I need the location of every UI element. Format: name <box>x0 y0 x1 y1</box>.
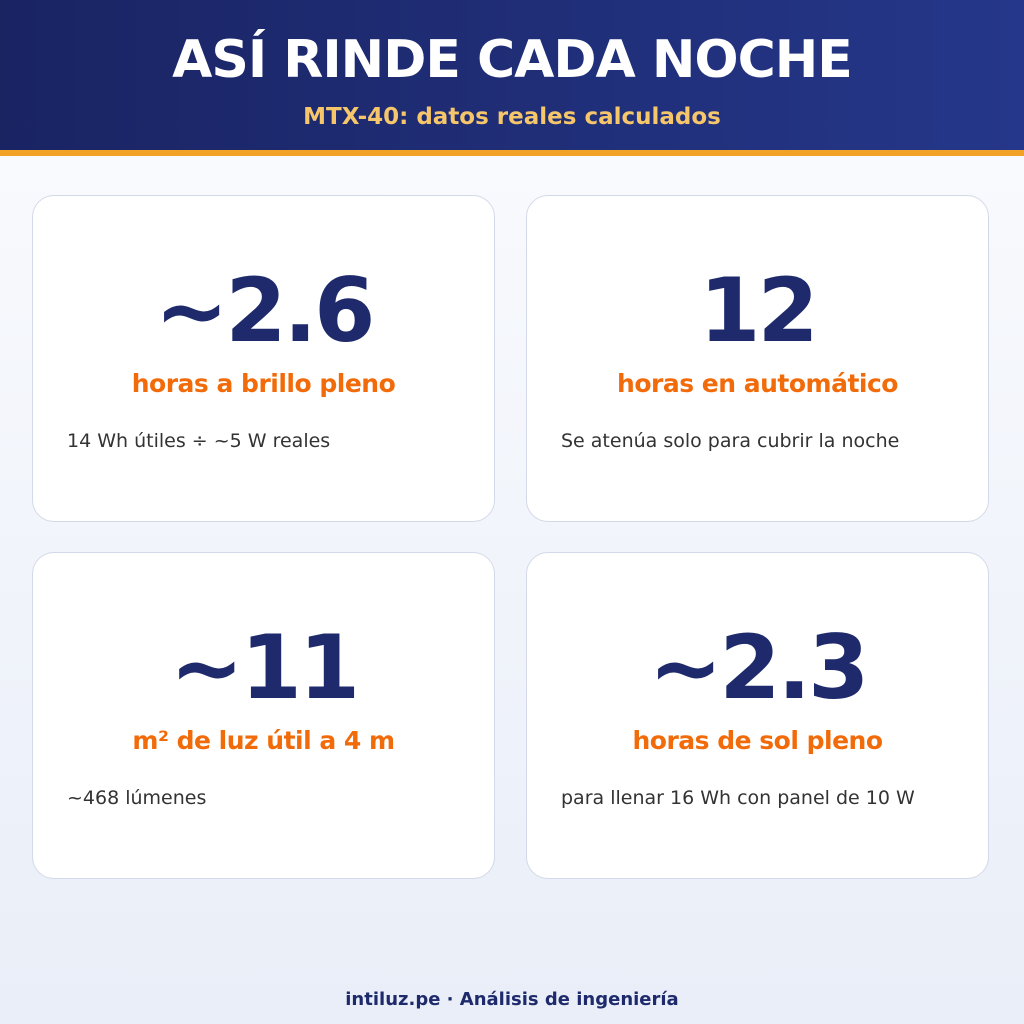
stat-card: ~11 m² de luz útil a 4 m ~468 lúmenes <box>32 552 495 879</box>
stat-label: horas en automático <box>617 369 898 398</box>
title: ASÍ RINDE CADA NOCHE <box>172 30 853 90</box>
stat-note: ~468 lúmenes <box>67 787 207 809</box>
header: ASÍ RINDE CADA NOCHE MTX-40: datos reale… <box>0 0 1024 156</box>
stat-label: horas de sol pleno <box>632 726 883 755</box>
stat-value: ~2.3 <box>648 616 870 719</box>
stat-label: horas a brillo pleno <box>131 369 396 398</box>
stat-note: 14 Wh útiles ÷ ~5 W reales <box>67 430 331 452</box>
stat-value: ~2.6 <box>154 259 376 362</box>
stat-note: Se atenúa solo para cubrir la noche <box>561 430 900 452</box>
stat-note: para llenar 16 Wh con panel de 10 W <box>561 787 915 809</box>
stat-value: 12 <box>699 259 818 362</box>
stat-card: 12 horas en automático Se atenúa solo pa… <box>526 195 989 522</box>
stat-value: ~11 <box>169 616 360 719</box>
stat-label: m² de luz útil a 4 m <box>132 726 395 755</box>
stat-card: ~2.6 horas a brillo pleno 14 Wh útiles ÷… <box>32 195 495 522</box>
subtitle: MTX-40: datos reales calculados <box>303 104 721 130</box>
stat-card: ~2.3 horas de sol pleno para llenar 16 W… <box>526 552 989 879</box>
footer: intiluz.pe · Análisis de ingeniería <box>345 989 679 1010</box>
